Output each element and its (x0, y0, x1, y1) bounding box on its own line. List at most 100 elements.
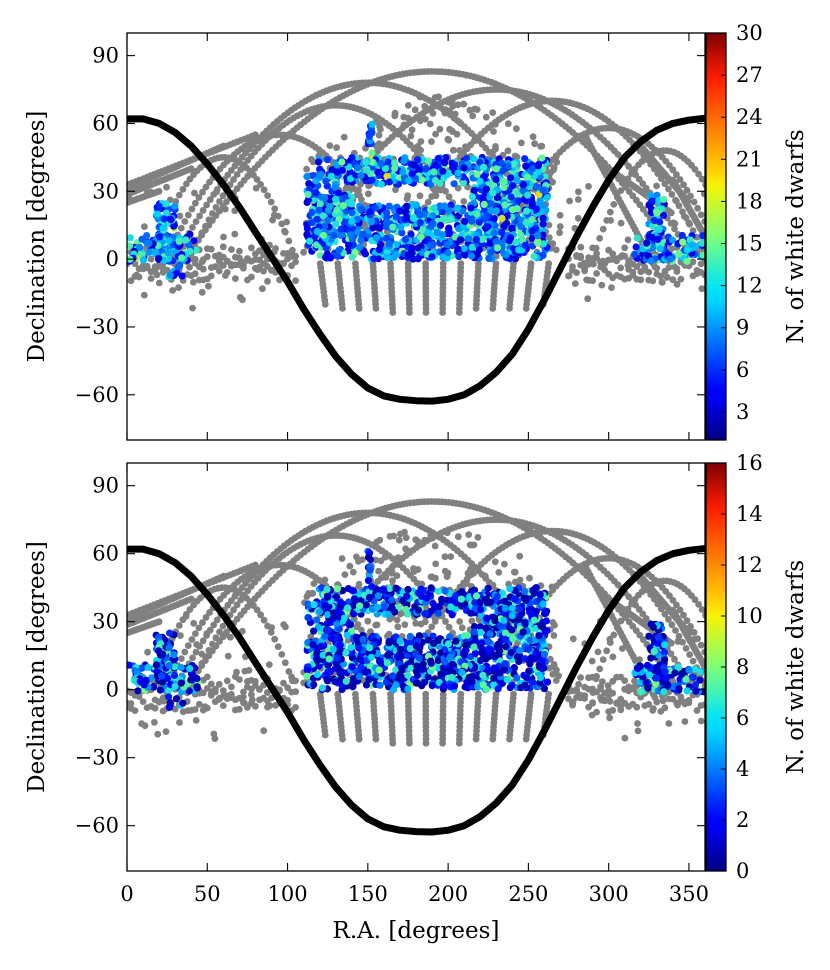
gray-survey-point (700, 190, 705, 198)
white-dwarf-point (414, 244, 422, 252)
white-dwarf-point (410, 161, 418, 169)
white-dwarf-point (324, 216, 332, 224)
gray-survey-point (177, 224, 185, 232)
gray-survey-point (416, 114, 423, 122)
gray-survey-point (676, 176, 684, 183)
white-dwarf-point (473, 170, 482, 179)
white-dwarf-point (479, 195, 487, 203)
white-dwarf-point (401, 235, 410, 244)
white-dwarf-point (513, 205, 521, 213)
gray-survey-point (555, 672, 562, 680)
gray-survey-point (388, 569, 395, 577)
gray-survey-point (698, 175, 705, 183)
gray-survey-point (639, 205, 647, 213)
gray-survey-point (389, 739, 397, 747)
white-dwarf-point (468, 193, 476, 201)
white-dwarf-point (322, 177, 330, 185)
colorbar-tick-label: 12 (736, 274, 763, 298)
gray-survey-point (472, 735, 480, 743)
white-dwarf-point (155, 202, 163, 210)
gray-survey-point (453, 130, 461, 138)
white-dwarf-point (321, 194, 329, 202)
axis-ticks (126, 33, 705, 440)
white-dwarf-point (430, 204, 438, 212)
white-dwarf-point (143, 232, 151, 240)
white-dwarf-point (409, 214, 418, 222)
white-dwarf-point (417, 233, 425, 241)
gray-survey-point (64, 220, 71, 227)
gray-survey-point (221, 205, 229, 213)
gray-survey-point (189, 224, 196, 231)
gray-survey-point (621, 677, 629, 684)
gray-survey-point (436, 531, 444, 539)
gray-survey-point (489, 109, 497, 116)
white-dwarf-point (539, 220, 547, 228)
gray-survey-point (240, 688, 247, 696)
gray-survey-point (203, 673, 211, 681)
gray-survey-point (549, 178, 556, 186)
gray-survey-point (271, 205, 279, 213)
white-dwarf-point (468, 217, 476, 225)
gray-survey-point (645, 700, 653, 708)
gray-survey-point (239, 296, 246, 304)
gray-survey-point (610, 631, 618, 639)
white-dwarf-point (543, 194, 551, 202)
gray-survey-point (270, 211, 278, 219)
gray-survey-point (435, 93, 442, 101)
gray-survey-point (685, 696, 693, 704)
gray-survey-point (254, 266, 262, 273)
gray-survey-point (199, 619, 206, 626)
gray-survey-point (672, 627, 679, 634)
gray-survey-point (465, 531, 473, 538)
gray-survey-point (412, 619, 420, 627)
gray-survey-point (522, 735, 530, 743)
gray-survey-point (199, 265, 207, 273)
gray-survey-point (143, 189, 151, 197)
white-dwarf-point (372, 234, 380, 242)
gray-survey-point (284, 684, 291, 692)
gray-survey-point (394, 623, 402, 631)
gray-survey-point (283, 218, 290, 226)
white-dwarf-point (502, 219, 511, 227)
white-dwarf-point (346, 175, 355, 183)
gray-survey-point (355, 735, 363, 743)
gray-survey-point (175, 622, 183, 629)
white-dwarf-point (339, 196, 347, 204)
white-dwarf-point (178, 272, 186, 280)
white-dwarf-point (384, 158, 392, 166)
gray-survey-point (78, 640, 85, 647)
gray-survey-point (91, 211, 98, 218)
gray-survey-point (308, 155, 315, 163)
colorbar (705, 32, 727, 441)
white-dwarf-point (377, 180, 385, 188)
gray-survey-point (215, 680, 223, 688)
gray-survey-point (574, 196, 582, 203)
gray-survey-point (590, 260, 597, 268)
white-dwarf-point (405, 177, 413, 185)
white-dwarf-point (397, 223, 405, 231)
gray-survey-point (103, 207, 110, 214)
gray-survey-point (436, 125, 444, 133)
gray-survey-point (67, 219, 74, 226)
gray-survey-point (511, 568, 519, 576)
gray-survey-point (432, 130, 439, 138)
gray-survey-point (212, 204, 220, 211)
gray-survey-point (285, 668, 293, 675)
gray-survey-point (474, 534, 482, 541)
white-dwarf-point (439, 215, 448, 223)
gray-survey-point (445, 136, 453, 144)
gray-survey-point (504, 120, 512, 128)
white-dwarf-point (348, 209, 356, 217)
white-dwarf-point (530, 252, 538, 261)
y-tick-label: −60 (75, 383, 119, 407)
white-dwarf-point (444, 249, 452, 257)
white-dwarf-point (539, 201, 548, 210)
gray-survey-point (665, 185, 672, 193)
gray-survey-point (205, 216, 213, 224)
gray-survey-point (184, 211, 192, 219)
gray-survey-point (219, 687, 227, 694)
gray-survey-point (274, 643, 282, 650)
white-dwarf-point (305, 180, 313, 188)
gray-survey-point (213, 188, 221, 196)
